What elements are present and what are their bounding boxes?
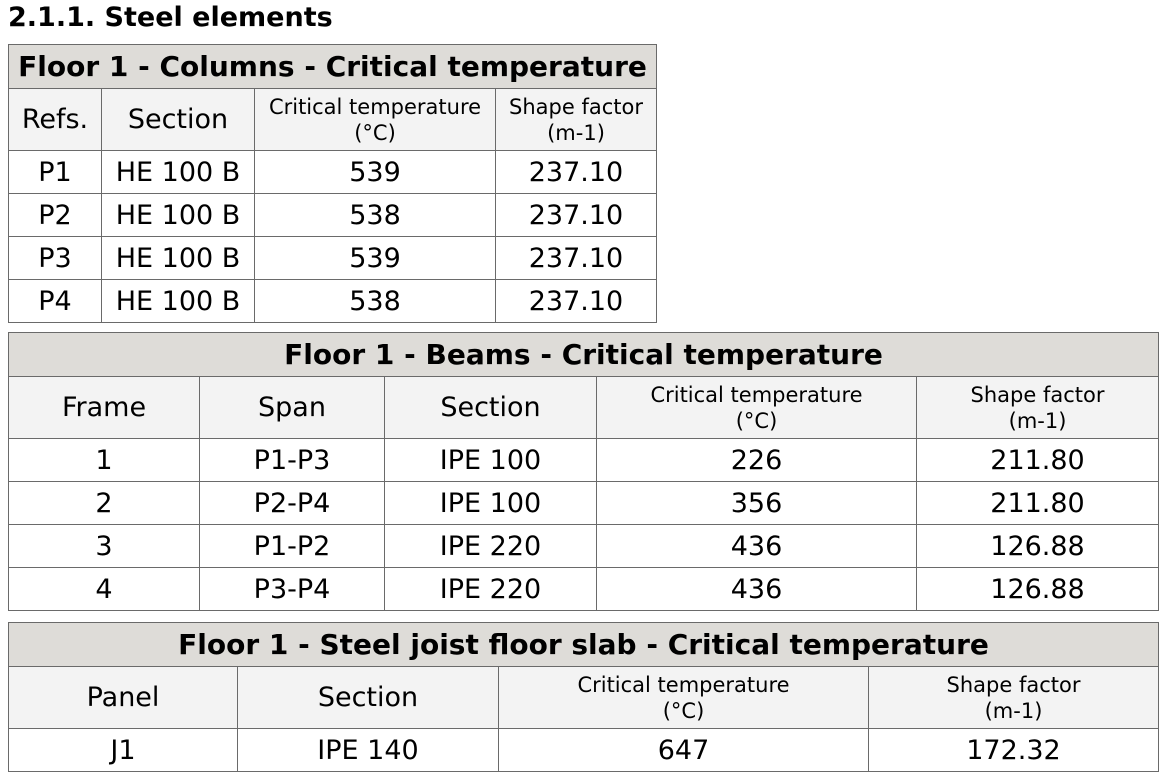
- column-header: Shape factor (m-1): [915, 376, 1160, 439]
- cell: HE 100 B: [101, 193, 255, 237]
- cell: 226: [596, 438, 917, 482]
- header-row: Frame Span Section Critical temperature (°C…: [8, 376, 1160, 439]
- data-row: P3 HE 100 B 539 237.10: [8, 236, 657, 280]
- cell: P4: [8, 279, 102, 323]
- cell: IPE 140: [237, 728, 499, 772]
- data-row: P4 HE 100 B 538 237.10: [8, 279, 657, 323]
- cell: 211.80: [915, 481, 1160, 525]
- header-row: Panel Section Critical temperature (°C) Sha…: [8, 666, 1159, 729]
- cell: 539: [254, 236, 496, 280]
- cell: 647: [498, 728, 869, 772]
- cell: 436: [596, 524, 917, 568]
- cell: 4: [8, 567, 200, 611]
- cell: P3: [8, 236, 102, 280]
- cell: 211.80: [915, 438, 1160, 482]
- column-header: Section: [101, 88, 255, 151]
- table-title: Floor 1 - Columns - Critical temperature: [8, 44, 657, 89]
- column-header: Panel: [8, 666, 238, 729]
- data-row: P2 HE 100 B 538 237.10: [8, 193, 657, 237]
- cell: 538: [254, 279, 496, 323]
- cell: P1-P2: [199, 524, 385, 568]
- column-header: Refs.: [8, 88, 102, 151]
- cell: P1: [8, 150, 102, 194]
- title-row: Floor 1 - Columns - Critical temperature: [8, 44, 657, 89]
- data-row: 1 P1-P3 IPE 100 226 211.80: [8, 438, 1160, 482]
- cell: 237.10: [495, 236, 657, 280]
- header-row: Refs. Section Critical temperature (°C) Sha…: [8, 88, 657, 151]
- cell: HE 100 B: [101, 279, 255, 323]
- data-row: 4 P3-P4 IPE 220 436 126.88: [8, 567, 1160, 611]
- data-table: Floor 1 - Beams - Critical temperature Fr…: [7, 332, 1160, 611]
- cell: IPE 220: [384, 567, 597, 611]
- cell: P1-P3: [199, 438, 385, 482]
- cell: 172.32: [868, 728, 1159, 772]
- title-row: Floor 1 - Steel joist floor slab - Criti…: [8, 622, 1159, 667]
- cell: 1: [8, 438, 200, 482]
- column-header: Section: [384, 376, 597, 439]
- cell: IPE 100: [384, 481, 597, 525]
- column-header: Shape factor (m-1): [868, 666, 1159, 729]
- table-title: Floor 1 - Beams - Critical temperature: [7, 332, 1160, 377]
- cell: 539: [254, 150, 496, 194]
- cell: 237.10: [495, 150, 657, 194]
- cell: 356: [596, 481, 917, 525]
- cell: 237.10: [495, 193, 657, 237]
- cell: 126.88: [915, 567, 1160, 611]
- column-header: Critical temperature (°C): [498, 666, 869, 729]
- cell: IPE 220: [384, 524, 597, 568]
- data-row: 3 P1-P2 IPE 220 436 126.88: [8, 524, 1160, 568]
- cell: 237.10: [495, 279, 657, 323]
- cell: 436: [596, 567, 917, 611]
- cell: 2: [8, 481, 200, 525]
- cell: HE 100 B: [101, 150, 255, 194]
- data-table: Floor 1 - Steel joist floor slab - Criti…: [8, 622, 1159, 772]
- data-table: Floor 1 - Columns - Critical temperature…: [8, 44, 657, 323]
- cell: J1: [8, 728, 238, 772]
- cell: P2-P4: [199, 481, 385, 525]
- cell: 3: [8, 524, 200, 568]
- column-header: Section: [237, 666, 499, 729]
- cell: P2: [8, 193, 102, 237]
- cell: 538: [254, 193, 496, 237]
- cell: P3-P4: [199, 567, 385, 611]
- data-row: 2 P2-P4 IPE 100 356 211.80: [8, 481, 1160, 525]
- column-header: Critical temperature (°C): [254, 88, 496, 151]
- cell: 126.88: [915, 524, 1160, 568]
- data-row: P1 HE 100 B 539 237.10: [8, 150, 657, 194]
- title-row: Floor 1 - Beams - Critical temperature: [7, 332, 1160, 377]
- column-header: Span: [199, 376, 385, 439]
- cell: HE 100 B: [101, 236, 255, 280]
- table-title: Floor 1 - Steel joist floor slab - Criti…: [8, 622, 1159, 667]
- column-header: Shape factor (m-1): [495, 88, 657, 151]
- column-header: Critical temperature (°C): [596, 376, 917, 439]
- cell: IPE 100: [384, 438, 597, 482]
- section-heading: 2.1.1. Steel elements: [8, 2, 333, 33]
- data-row: J1 IPE 140 647 172.32: [8, 728, 1159, 772]
- column-header: Frame: [8, 376, 200, 439]
